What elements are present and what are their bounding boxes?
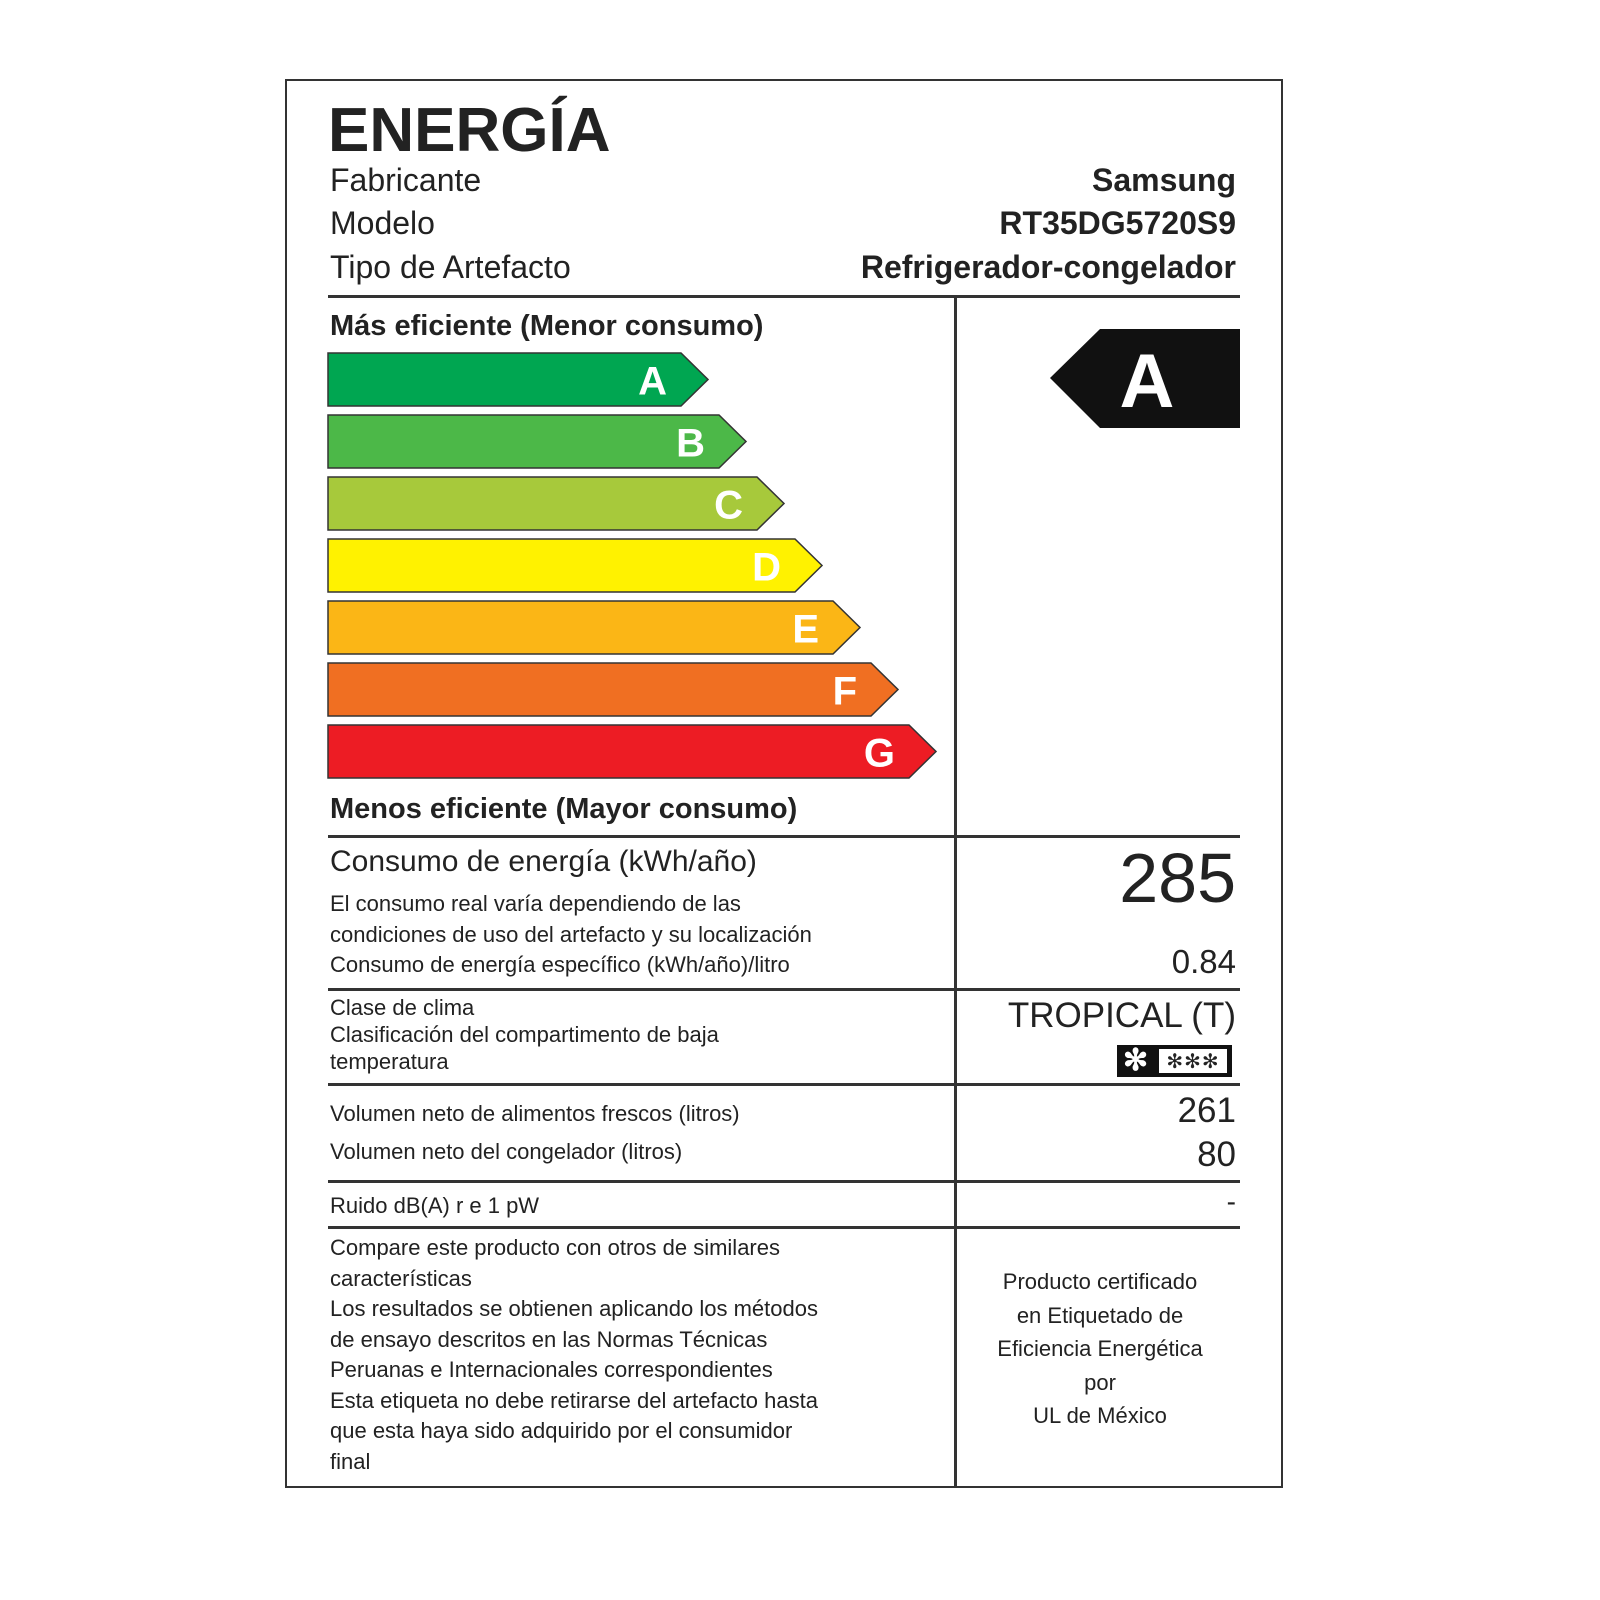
model-label: Modelo (330, 205, 435, 241)
climate-value: TROPICAL (T) (1007, 996, 1236, 1035)
rating-arrow: A (1050, 329, 1240, 428)
efficiency-bar-shape (327, 724, 938, 779)
efficiency-bar-c: C (327, 476, 786, 531)
efficiency-bar-letter: E (792, 608, 819, 652)
certification-line: Eficiencia Energética (997, 1336, 1203, 1361)
climate-label: Clase de clima (330, 995, 475, 1020)
divider (328, 1180, 1240, 1183)
footer-line: que esta haya sido adquirido por el cons… (330, 1418, 793, 1443)
efficiency-bar-shape (327, 414, 748, 469)
specific-consumption-label: Consumo de energía específico (kWh/año)/… (330, 952, 790, 977)
divider (328, 1226, 1240, 1229)
efficiency-bar-shape (327, 476, 786, 531)
efficiency-bar-shape (327, 600, 862, 655)
efficiency-bar-letter: G (864, 732, 895, 776)
consumption-label: Consumo de energía (kWh/año) (330, 845, 757, 878)
rating-letter: A (1120, 339, 1175, 424)
freezer-class-label: Clasificación del compartimento de baja (330, 1022, 719, 1047)
divider (328, 988, 1240, 991)
footer-line: Los resultados se obtienen aplicando los… (330, 1296, 818, 1321)
efficiency-bar-letter: F (833, 670, 857, 714)
footer-line: de ensayo descritos en las Normas Técnic… (330, 1326, 768, 1352)
freezer-volume-label: Volumen neto del congelador (litros) (330, 1139, 683, 1164)
star-icon: ✻ (1123, 1044, 1149, 1077)
most-efficient-label: Más eficiente (Menor consumo) (330, 310, 764, 342)
noise-value: - (1226, 1186, 1236, 1217)
divider (328, 295, 1240, 298)
footer-line: características (330, 1265, 472, 1291)
efficiency-bar-b: B (327, 414, 748, 469)
label-frame (285, 79, 1283, 1488)
least-efficient-label: Menos eficiente (Mayor consumo) (330, 793, 798, 825)
manufacturer-value: Samsung (1091, 162, 1236, 198)
specific-consumption-value: 0.84 (1171, 943, 1236, 980)
certification-line: Producto certificado (1002, 1269, 1198, 1294)
appliance-type-label: Tipo de Artefacto (330, 249, 571, 285)
fresh-volume-label: Volumen neto de alimentos frescos (litro… (330, 1101, 740, 1126)
consumption-note: condiciones de uso del artefacto y su lo… (330, 922, 812, 947)
footer-line: Esta etiqueta no debe retirarse del arte… (330, 1387, 818, 1413)
efficiency-bar-letter: A (638, 360, 667, 404)
efficiency-bar-a: A (327, 352, 710, 407)
efficiency-bar-shape (327, 538, 824, 593)
efficiency-bar-shape (327, 352, 710, 407)
efficiency-bar-d: D (327, 538, 824, 593)
three-star-icon: ✻✻✻ (1159, 1049, 1227, 1073)
freezer-class-label: temperatura (330, 1049, 449, 1074)
footer-line: final (330, 1448, 371, 1474)
consumption-note: El consumo real varía dependiendo de las (330, 891, 741, 916)
freezer-volume-value: 80 (1197, 1135, 1236, 1174)
model-value: RT35DG5720S9 (999, 205, 1236, 241)
efficiency-bar-shape (327, 662, 900, 717)
divider (328, 1083, 1240, 1086)
certification-line: UL de México (1033, 1403, 1167, 1428)
divider (328, 835, 1240, 838)
certification-line: por (1084, 1369, 1116, 1395)
rating-arrow-shape (1050, 329, 1240, 428)
footer-line: Compare este producto con otros de simil… (330, 1235, 780, 1260)
efficiency-bar-letter: D (752, 546, 781, 590)
footer-line: Peruanas e Internacionales correspondien… (330, 1357, 773, 1382)
efficiency-bar-e: E (327, 600, 862, 655)
consumption-value: 285 (1119, 839, 1236, 917)
efficiency-bar-g: G (327, 724, 938, 779)
appliance-type-value: Refrigerador-congelador (860, 249, 1236, 285)
noise-label: Ruido dB(A) r e 1 pW (330, 1193, 540, 1218)
efficiency-bar-letter: B (676, 422, 705, 466)
fresh-volume-value: 261 (1177, 1091, 1236, 1130)
efficiency-bar-letter: C (714, 484, 743, 528)
freezer-star-rating-icon: ✻ ✻✻✻ (1117, 1044, 1232, 1077)
manufacturer-label: Fabricante (330, 162, 482, 198)
certification-line: en Etiquetado de (1016, 1302, 1184, 1328)
efficiency-bar-f: F (327, 662, 900, 717)
column-divider (954, 297, 957, 1488)
label-title: ENERGÍA (328, 96, 611, 165)
